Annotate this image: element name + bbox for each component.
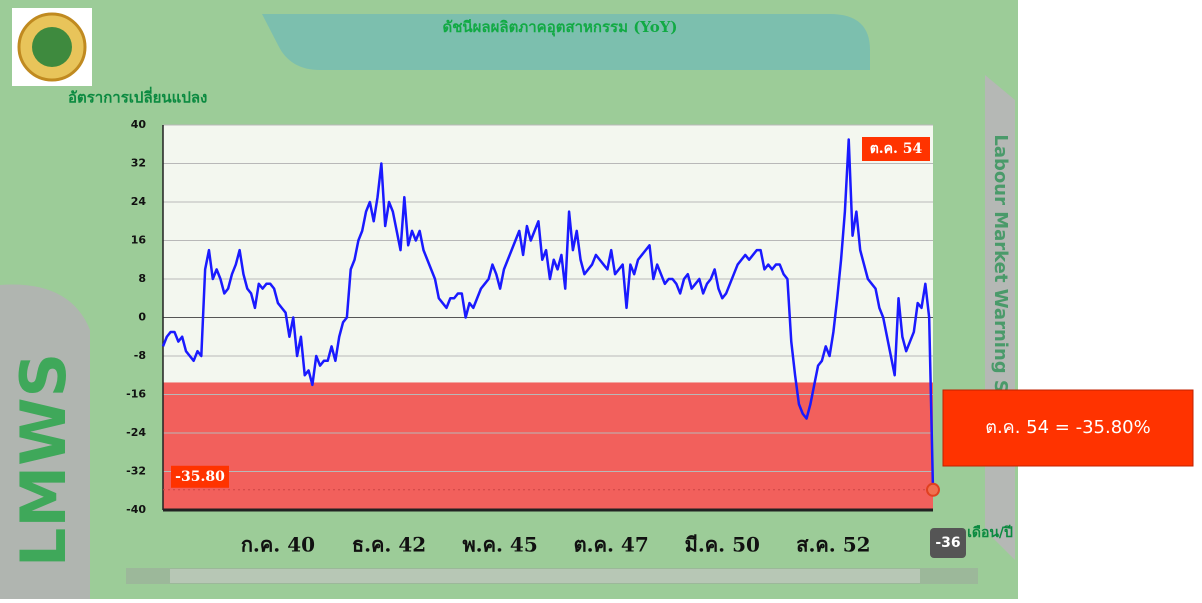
y-tick-label: 16 [131, 234, 147, 247]
danger-zone [163, 382, 933, 510]
y-tick-label: -8 [134, 349, 146, 362]
brand: LMWS [7, 353, 80, 567]
y-tick-label: -32 [126, 465, 146, 478]
y-axis-label: อัตราการเปลี่ยนแปลง [68, 87, 207, 107]
period-badge [862, 137, 930, 161]
x-tick-label: พ.ค. 45 [462, 533, 537, 557]
x-tick-label: ธ.ค. 42 [352, 533, 426, 557]
line [161, 138, 935, 490]
x-tick-label: ต.ค. 47 [574, 533, 649, 557]
tooltip [942, 389, 1194, 467]
scroll-thumb[interactable] [170, 569, 920, 583]
tooltip-text: ต.ค. 54 = -35.80% [985, 417, 1150, 438]
x-tick-label: ก.ค. 40 [241, 533, 315, 557]
last-point [926, 482, 940, 497]
axis-badge [930, 528, 966, 558]
y-tick-label: 0 [138, 311, 146, 324]
y-tick-label: -16 [126, 388, 146, 401]
value-badge [171, 465, 229, 488]
value-label: -35.80 [175, 469, 225, 485]
y-tick-label: 32 [131, 157, 146, 170]
axis-badge-label: -36 [935, 535, 960, 551]
x-axis-label: เดือน/ปี [967, 525, 1013, 541]
y-tick-label: 8 [138, 272, 146, 285]
x-tick-label: มี.ค. 50 [685, 533, 760, 557]
chart-title: ดัชนีผลผลิตภาคอุตสาหกรรม (YoY) [442, 18, 677, 37]
x-tick-label: ส.ค. 52 [796, 533, 870, 557]
side-title: Labour Market Warning Systems [990, 134, 1011, 465]
period-label: ต.ค. 54 [870, 141, 923, 157]
y-tick-label: -24 [126, 426, 146, 439]
title-tab [262, 14, 870, 70]
y-tick-label: 40 [131, 118, 147, 131]
y-tick-label: -40 [126, 503, 146, 516]
brand-panel [0, 284, 90, 599]
y-tick-label: 24 [131, 195, 147, 208]
logo-emblem [32, 27, 72, 67]
